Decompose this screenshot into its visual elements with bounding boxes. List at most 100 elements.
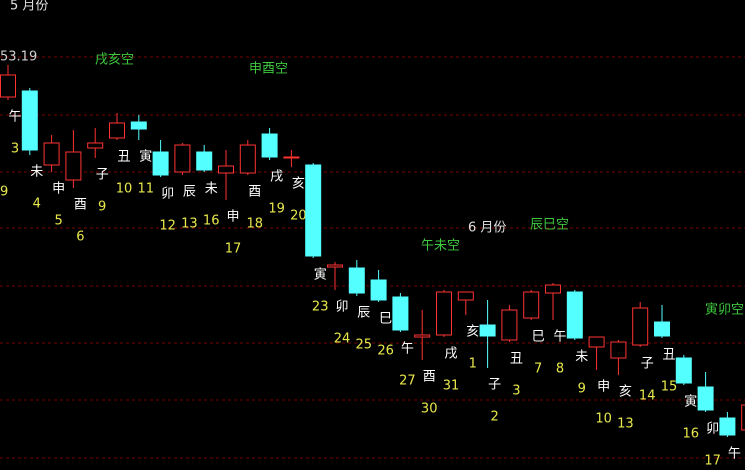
candle-body [218,165,234,174]
branch-label: 未 [30,165,43,180]
day-label: 30 [421,402,438,417]
day-label: 3 [11,142,19,157]
day-label: 13 [617,417,634,432]
day-label: 20 [290,209,307,224]
candle-body [370,279,387,301]
candle-body [65,151,82,181]
branch-label: 酉 [423,370,436,385]
branch-label: 卯 [335,300,348,315]
annotation: 9 [0,185,8,200]
candle-body [327,264,343,268]
candle-body [457,291,474,301]
day-label: 13 [181,217,198,232]
grid [0,56,745,459]
branch-label: 亥 [466,325,479,340]
branch-label: 辰 [183,185,196,200]
day-label: 9 [98,200,106,215]
annotation: 午未空 [421,239,460,254]
branch-label: 酉 [248,185,261,200]
day-label: 27 [399,374,416,389]
branch-label: 未 [205,182,218,197]
candle-body [523,291,540,319]
day-label: 19 [268,202,285,217]
annotation: 5 月份 [10,0,48,14]
candle-body [741,404,745,431]
candle-body [414,334,431,338]
branch-label: 戌 [270,170,283,185]
day-label: 14 [639,389,656,404]
branch-label: 卯 [161,187,174,202]
day-label: 18 [247,217,264,232]
branch-label: 丑 [117,150,130,165]
branch-label: 申 [52,182,65,197]
day-label: 12 [159,219,176,234]
day-label: 15 [661,380,678,395]
candle-body [588,336,605,348]
candle-body [501,309,518,341]
day-label: 11 [138,182,155,197]
candle-body [239,144,256,174]
candle-body [697,386,714,411]
branch-label: 寅 [139,149,152,165]
candle-body [43,142,60,166]
annotation: 申酉空 [249,62,288,77]
candle-body [392,296,409,331]
candle-body [632,307,649,346]
day-label: 17 [704,454,721,469]
day-label: 8 [556,362,564,377]
branch-label: 子 [488,378,501,393]
candle-body [675,357,692,384]
branch-label: 亥 [619,385,632,400]
day-label: 31 [443,379,460,394]
branch-label: 寅 [684,394,697,410]
candle-body [283,156,300,159]
candle-body [348,267,365,294]
day-label: 1 [469,357,477,372]
annotation: 戌亥空 [95,53,134,68]
candle-body [719,417,736,436]
branch-label: 巳 [532,330,545,345]
branch-label: 未 [575,350,588,365]
branch-label: 午 [728,447,741,462]
branch-label: 丑 [662,348,675,363]
branch-label: 子 [96,168,109,183]
day-label: 7 [534,362,542,377]
annotation: 寅卯空 [705,302,744,318]
day-label: 16 [683,427,700,442]
day-label: 16 [203,214,220,229]
candle-body [436,291,452,336]
candle-body [152,151,169,176]
candle-body [196,151,213,171]
candle-body [174,144,191,173]
day-label: 25 [356,338,373,353]
annotation: 6 月份 [468,221,506,236]
branch-label: 丑 [510,352,523,367]
day-label: 10 [595,412,612,427]
candle-body [109,122,125,139]
day-label: 3 [512,384,520,399]
branch-label: 亥 [292,177,305,192]
branch-label: 酉 [74,198,87,213]
day-label: 26 [377,344,394,359]
day-label: 9 [578,382,586,397]
max-price-label: 53.19 [0,50,37,65]
branch-label: 卯 [706,422,719,437]
branch-label: 午 [8,110,21,125]
day-label: 2 [490,410,498,425]
candle-body [545,284,561,294]
day-label: 17 [225,242,242,257]
branch-label: 午 [553,330,566,345]
branch-label: 子 [641,357,654,372]
annotation: 辰巳空 [530,218,569,233]
candle-body [610,341,627,359]
candle-body [87,142,104,149]
branch-label: 巳 [379,312,392,327]
branch-label: 申 [597,380,610,395]
day-label: 10 [116,182,133,197]
day-label: 4 [33,197,41,212]
candle-body [261,133,278,158]
candle-body [654,321,670,337]
candle-body [566,291,583,339]
